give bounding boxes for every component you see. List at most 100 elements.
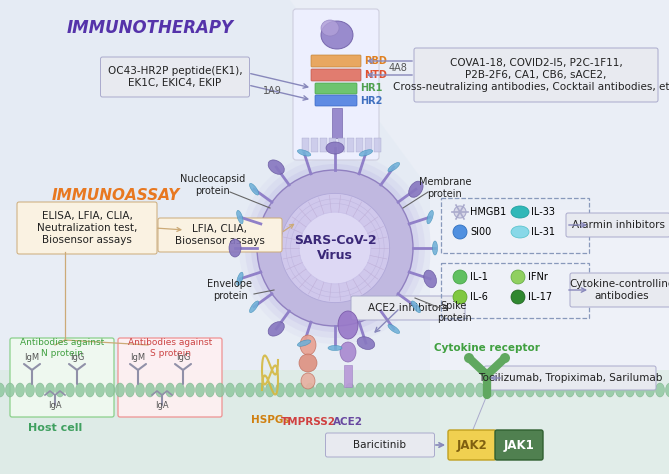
Ellipse shape [411,301,421,313]
Bar [365,138,372,152]
Ellipse shape [286,383,294,397]
Ellipse shape [340,342,356,362]
Ellipse shape [250,301,259,313]
Ellipse shape [425,383,434,397]
Ellipse shape [432,241,438,255]
FancyBboxPatch shape [100,57,250,97]
Text: Cytokine receptor: Cytokine receptor [434,343,540,353]
Text: HR2: HR2 [360,96,383,106]
Ellipse shape [466,383,474,397]
Circle shape [454,206,466,218]
Text: Cytokine-controlling
antibodies: Cytokine-controlling antibodies [569,279,669,301]
Text: IMMUNOASSAY: IMMUNOASSAY [52,188,180,202]
Ellipse shape [496,383,504,397]
Text: HR1: HR1 [360,83,383,93]
Text: IL-17: IL-17 [528,292,552,302]
Ellipse shape [76,383,84,397]
Text: IgG: IgG [70,353,84,362]
Ellipse shape [355,383,365,397]
Ellipse shape [256,383,264,397]
Bar [311,138,318,152]
Ellipse shape [615,383,624,397]
Bar [344,365,352,387]
Ellipse shape [225,383,235,397]
Circle shape [239,152,431,344]
FancyBboxPatch shape [0,370,669,474]
Text: SI00: SI00 [470,227,491,237]
Ellipse shape [316,383,324,397]
FancyBboxPatch shape [118,338,222,417]
Ellipse shape [506,383,514,397]
Ellipse shape [395,383,405,397]
Text: Antibodies against
S protein: Antibodies against S protein [128,338,212,358]
Ellipse shape [299,354,317,372]
FancyBboxPatch shape [351,296,465,320]
Ellipse shape [175,383,185,397]
Ellipse shape [436,383,444,397]
Ellipse shape [35,383,45,397]
Ellipse shape [526,383,535,397]
Ellipse shape [385,383,395,397]
Ellipse shape [357,337,375,349]
Bar [302,138,309,152]
Text: JAK1: JAK1 [504,438,535,452]
Ellipse shape [268,322,284,336]
Ellipse shape [306,383,314,397]
Ellipse shape [476,383,484,397]
Bar [338,138,345,152]
Ellipse shape [535,383,545,397]
Text: ELISA, LFIA, CLIA,
Neutralization test,
Biosensor assays: ELISA, LFIA, CLIA, Neutralization test, … [37,211,137,245]
Ellipse shape [585,383,595,397]
Ellipse shape [605,383,615,397]
Text: TMPRSS2: TMPRSS2 [280,417,335,427]
Text: Envelope
protein: Envelope protein [207,279,252,301]
FancyBboxPatch shape [326,433,434,457]
Ellipse shape [136,383,145,397]
Text: 4A8: 4A8 [389,63,407,73]
Ellipse shape [298,340,311,346]
Bar [441,263,589,318]
Ellipse shape [45,383,54,397]
Ellipse shape [25,383,35,397]
Text: IgM: IgM [130,353,146,362]
Bar [356,138,363,152]
Ellipse shape [276,383,284,397]
FancyBboxPatch shape [315,83,357,94]
Text: JAK2: JAK2 [457,438,488,452]
Text: Membrane
protein: Membrane protein [419,177,471,199]
Ellipse shape [86,383,94,397]
Text: OC43-HR2P peptide(EK1),
EK1C, EKIC4, EKIP: OC43-HR2P peptide(EK1), EK1C, EKIC4, EKI… [108,66,242,88]
Ellipse shape [636,383,644,397]
Ellipse shape [345,383,355,397]
Circle shape [453,290,467,304]
Ellipse shape [15,383,25,397]
Ellipse shape [300,335,316,355]
Ellipse shape [235,383,244,397]
Text: ACE2 inhibitors: ACE2 inhibitors [368,303,448,313]
FancyBboxPatch shape [566,213,669,237]
Text: IgG: IgG [176,353,190,362]
Text: Alarmin inhibitors: Alarmin inhibitors [571,220,664,230]
Text: Nucleocapsid
protein: Nucleocapsid protein [181,174,246,196]
Ellipse shape [321,21,353,49]
Ellipse shape [575,383,585,397]
Ellipse shape [359,150,373,156]
Ellipse shape [165,383,175,397]
Text: IgA: IgA [155,401,169,410]
Ellipse shape [195,383,205,397]
FancyBboxPatch shape [484,366,656,390]
Ellipse shape [335,383,345,397]
FancyBboxPatch shape [414,48,658,102]
Polygon shape [0,0,430,474]
Ellipse shape [237,272,243,286]
FancyBboxPatch shape [0,0,669,210]
Circle shape [500,353,510,363]
Text: Tocilizumab, Tropiximab, Sarilumab: Tocilizumab, Tropiximab, Sarilumab [478,373,662,383]
Ellipse shape [237,210,243,224]
Ellipse shape [555,383,565,397]
Ellipse shape [388,324,399,334]
Ellipse shape [126,383,134,397]
Ellipse shape [215,383,225,397]
FancyBboxPatch shape [448,430,496,460]
Ellipse shape [646,383,654,397]
